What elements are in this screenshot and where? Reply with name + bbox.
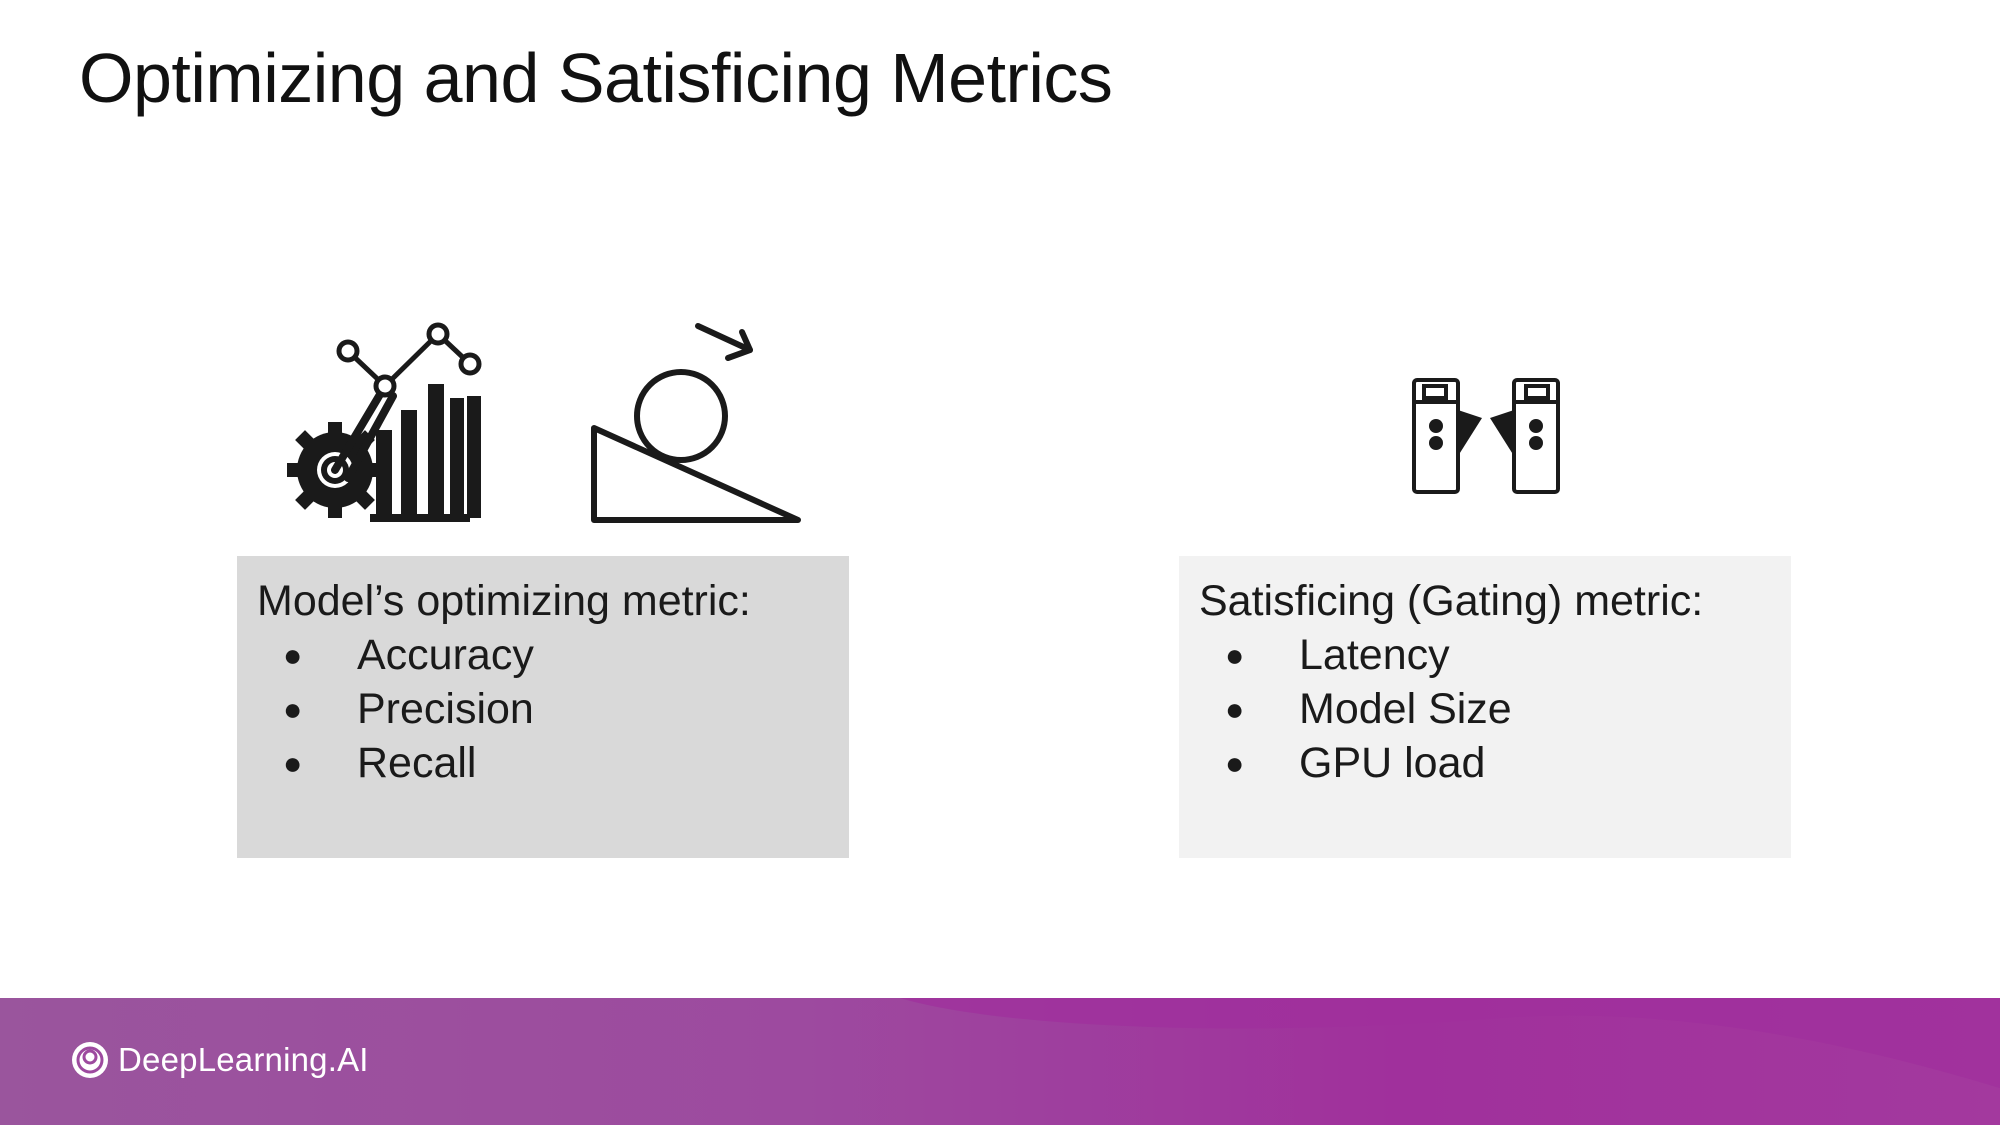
gear-chart-icon — [287, 322, 482, 522]
list-item: ● Recall — [257, 736, 829, 790]
list-item: ● GPU load — [1199, 736, 1771, 790]
optimizing-metric-list: ● Accuracy ● Precision ● Recall — [257, 628, 829, 790]
rolling-ball-icon — [591, 323, 801, 523]
bullet-icon: ● — [1225, 637, 1245, 673]
bullet-icon: ● — [283, 745, 303, 781]
turnstile-gate-icon — [1412, 378, 1560, 494]
satisficing-metric-heading: Satisficing (Gating) metric: — [1199, 577, 1704, 625]
optimizing-metric-card: Model’s optimizing metric: ● Accuracy ● Pr… — [237, 556, 849, 858]
brand-name: DeepLearning.AI — [118, 1041, 369, 1078]
bullet-icon: ● — [283, 637, 303, 673]
deeplearning-logo: DeepLearning.AI — [70, 1040, 369, 1080]
optimizing-metric-heading: Model’s optimizing metric: — [257, 577, 751, 625]
bullet-icon: ● — [1225, 691, 1245, 727]
list-item: ● Precision — [257, 682, 829, 736]
logo-icon — [72, 1042, 108, 1078]
footer-bar: DeepLearning.AI — [0, 998, 2000, 1125]
list-item: ● Model Size — [1199, 682, 1771, 736]
satisficing-metric-card: Satisficing (Gating) metric: ● Latency ● M… — [1179, 556, 1791, 858]
footer-wave — [900, 998, 2000, 1088]
satisficing-metric-list: ● Latency ● Model Size ● GPU load — [1199, 628, 1771, 790]
bullet-icon: ● — [1225, 745, 1245, 781]
list-item: ● Latency — [1199, 628, 1771, 682]
bullet-icon: ● — [283, 691, 303, 727]
slide-title: Optimizing and Satisficing Metrics — [79, 39, 1113, 117]
list-item: ● Accuracy — [257, 628, 829, 682]
